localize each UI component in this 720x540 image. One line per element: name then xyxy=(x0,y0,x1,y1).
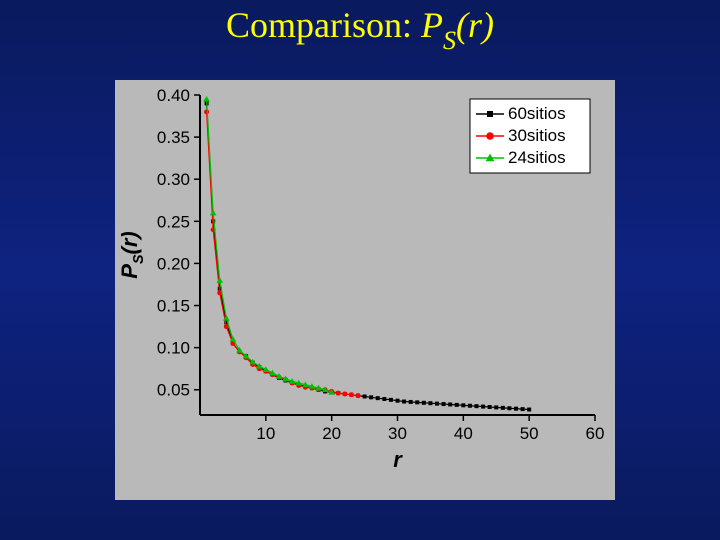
title-suffix: (r) xyxy=(456,5,494,45)
svg-text:24sitios: 24sitios xyxy=(508,148,566,167)
svg-text:60: 60 xyxy=(586,424,605,443)
chart-svg: 0.05 0.10 0.15 0.20 0.25 0.30 0.35 0.40 10 20 30 40… xyxy=(115,80,615,500)
svg-text:10: 10 xyxy=(256,424,275,443)
title-prefix: Comparison: xyxy=(226,5,421,45)
title-symbol: P xyxy=(421,5,443,45)
slide: Comparison: PS(r) 0.050.100.150.200.250.… xyxy=(0,0,720,540)
svg-text:0.40: 0.40 xyxy=(157,86,190,105)
svg-text:60sitios: 60sitios xyxy=(508,104,566,123)
svg-text:30: 30 xyxy=(388,424,407,443)
chart-container: 0.05 0.10 0.15 0.20 0.25 0.30 0.35 0.40 10 20 30 40… xyxy=(115,80,615,500)
svg-text:0.05: 0.05 xyxy=(157,381,190,400)
svg-text:30sitios: 30sitios xyxy=(508,126,566,145)
svg-text:50: 50 xyxy=(520,424,539,443)
svg-text:r: r xyxy=(393,447,403,472)
svg-text:20: 20 xyxy=(322,424,341,443)
svg-text:40: 40 xyxy=(454,424,473,443)
svg-text:0.15: 0.15 xyxy=(157,297,190,316)
slide-title: Comparison: PS(r) xyxy=(0,4,720,52)
svg-text:0.30: 0.30 xyxy=(157,170,190,189)
svg-text:0.35: 0.35 xyxy=(157,128,190,147)
svg-text:0.25: 0.25 xyxy=(157,212,190,231)
svg-text:0.20: 0.20 xyxy=(157,254,190,273)
svg-text:0.10: 0.10 xyxy=(157,339,190,358)
title-subscript: S xyxy=(443,26,456,55)
